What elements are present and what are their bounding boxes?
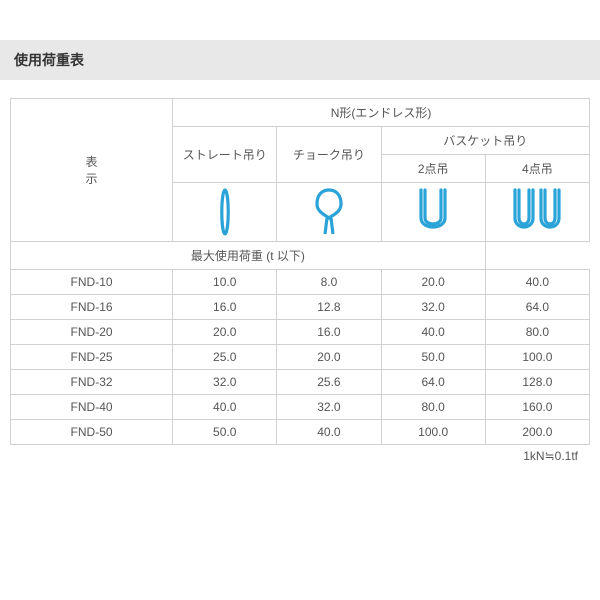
load-table: 表 示 N形(エンドレス形) ストレート吊り チョーク吊り バスケット吊り 2点… — [10, 98, 590, 445]
cell-value: 25.6 — [277, 370, 381, 395]
row-label: FND-40 — [11, 395, 173, 420]
cell-value: 40.0 — [173, 395, 277, 420]
cell-value: 16.0 — [173, 295, 277, 320]
row-label: FND-10 — [11, 270, 173, 295]
cell-value: 10.0 — [173, 270, 277, 295]
row-label: FND-32 — [11, 370, 173, 395]
table-row: FND-1616.012.832.064.0 — [11, 295, 590, 320]
cell-value: 20.0 — [277, 345, 381, 370]
table-row: FND-2020.016.040.080.0 — [11, 320, 590, 345]
basket-2pt-icon — [381, 183, 485, 242]
cell-value: 40.0 — [381, 320, 485, 345]
table-row: FND-1010.08.020.040.0 — [11, 270, 590, 295]
col-straight: ストレート吊り — [173, 127, 277, 183]
cell-value: 100.0 — [381, 420, 485, 445]
straight-lift-icon — [173, 183, 277, 242]
row-label: FND-16 — [11, 295, 173, 320]
cell-value: 32.0 — [277, 395, 381, 420]
group-header: N形(エンドレス形) — [173, 99, 590, 127]
col-basket-4pt: 4点吊 — [485, 155, 589, 183]
cell-value: 200.0 — [485, 420, 589, 445]
cell-value: 16.0 — [277, 320, 381, 345]
section-title: 使用荷重表 — [0, 40, 600, 80]
cell-value: 12.8 — [277, 295, 381, 320]
choke-lift-icon — [277, 183, 381, 242]
cell-value: 160.0 — [485, 395, 589, 420]
unit-footnote: 1kN≒0.1tf — [10, 445, 590, 463]
cell-value: 32.0 — [173, 370, 277, 395]
load-table-container: 表 示 N形(エンドレス形) ストレート吊り チョーク吊り バスケット吊り 2点… — [0, 80, 600, 469]
row-label-header: 表 示 — [11, 99, 173, 242]
table-row: FND-3232.025.664.0128.0 — [11, 370, 590, 395]
row-label: FND-50 — [11, 420, 173, 445]
table-row: FND-2525.020.050.0100.0 — [11, 345, 590, 370]
row-label: FND-20 — [11, 320, 173, 345]
col-choke: チョーク吊り — [277, 127, 381, 183]
cell-value: 50.0 — [381, 345, 485, 370]
max-load-header: 最大使用荷重 (t 以下) — [11, 242, 486, 270]
cell-value: 100.0 — [485, 345, 589, 370]
cell-value: 8.0 — [277, 270, 381, 295]
table-row: FND-5050.040.0100.0200.0 — [11, 420, 590, 445]
cell-value: 64.0 — [485, 295, 589, 320]
cell-value: 40.0 — [277, 420, 381, 445]
cell-value: 80.0 — [381, 395, 485, 420]
col-basket-2pt: 2点吊 — [381, 155, 485, 183]
table-row: FND-4040.032.080.0160.0 — [11, 395, 590, 420]
cell-value: 80.0 — [485, 320, 589, 345]
basket-4pt-icon — [485, 183, 589, 242]
cell-value: 128.0 — [485, 370, 589, 395]
cell-value: 20.0 — [381, 270, 485, 295]
cell-value: 64.0 — [381, 370, 485, 395]
cell-value: 50.0 — [173, 420, 277, 445]
cell-value: 25.0 — [173, 345, 277, 370]
col-basket: バスケット吊り — [381, 127, 589, 155]
cell-value: 40.0 — [485, 270, 589, 295]
row-label: FND-25 — [11, 345, 173, 370]
cell-value: 20.0 — [173, 320, 277, 345]
cell-value: 32.0 — [381, 295, 485, 320]
